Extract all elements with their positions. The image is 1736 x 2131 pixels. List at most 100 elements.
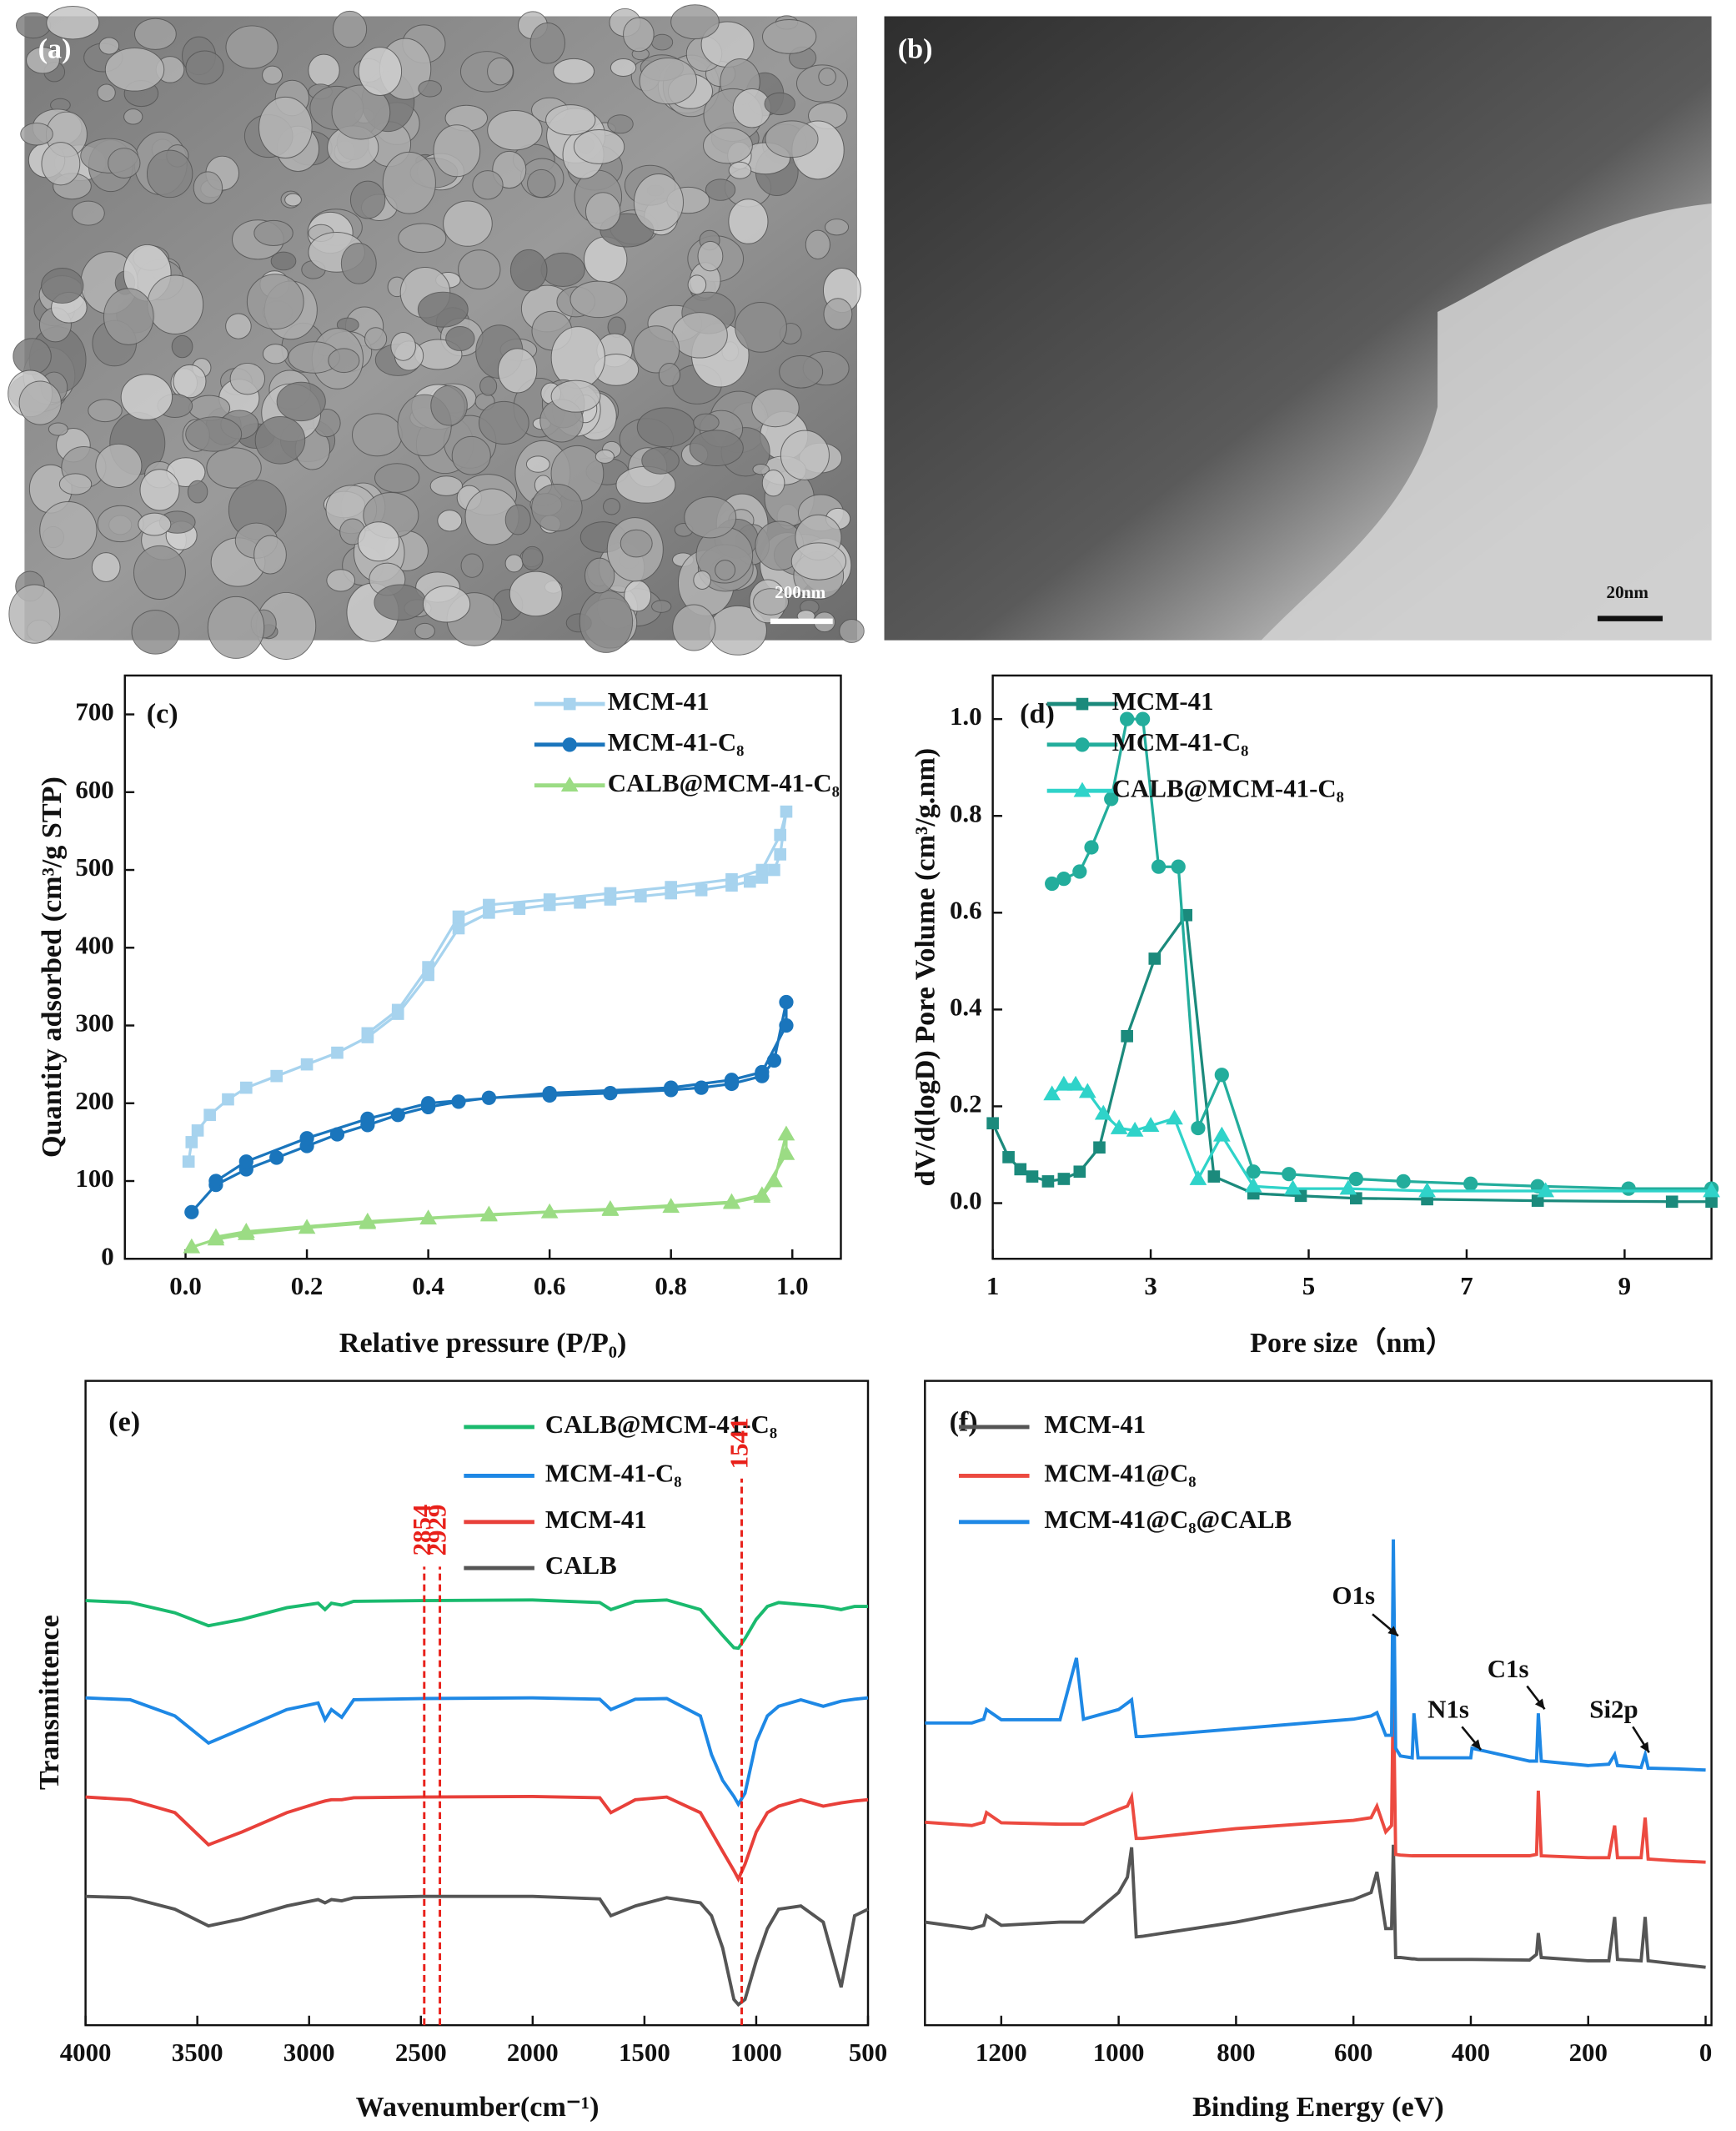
sem-particle (764, 92, 795, 116)
marker (1171, 859, 1186, 874)
marker (635, 890, 647, 903)
sem-particle (146, 149, 193, 199)
annotation-arrowhead (1387, 1626, 1398, 1636)
marker (1056, 872, 1071, 887)
marker (222, 1093, 234, 1106)
x-tick-label: 2000 (507, 2038, 559, 2067)
sem-particle (697, 240, 724, 272)
x-tick-label: 0.2 (291, 1271, 324, 1300)
sem-particle (120, 374, 173, 420)
panel-label: (e) (108, 1407, 140, 1438)
annotation-label: C1s (1488, 1654, 1529, 1683)
sem-particle (171, 334, 193, 359)
marker (1348, 1171, 1363, 1187)
sem-particle (398, 223, 447, 254)
sem-particle (417, 291, 469, 328)
y-tick-label: 200 (75, 1086, 113, 1115)
marker (237, 1223, 255, 1238)
sem-particle (703, 127, 753, 164)
sem-particle (839, 619, 865, 643)
y-tick-label: 0.8 (950, 798, 982, 827)
x-tick-label: 0.0 (169, 1271, 202, 1300)
marker (743, 875, 756, 888)
sem-particle (672, 604, 716, 651)
x-tick-label: 1 (986, 1271, 999, 1300)
marker (270, 1069, 283, 1083)
sem-particle (95, 443, 143, 488)
marker (359, 1212, 377, 1228)
marker (1282, 1167, 1297, 1182)
sem-particle (187, 480, 208, 504)
sem-particle (504, 554, 524, 573)
sem-particle (780, 430, 830, 480)
sem-particle (779, 354, 824, 389)
x-axis-label: Wavenumber(cm⁻¹) (356, 2092, 600, 2123)
marker (755, 1064, 770, 1080)
marker (1073, 1165, 1086, 1179)
marker (1284, 1179, 1302, 1195)
marker (766, 1053, 782, 1068)
marker (662, 1198, 680, 1214)
marker (1191, 1120, 1206, 1136)
sem-particle (805, 229, 830, 259)
sem-particle (623, 17, 655, 53)
marker (540, 1203, 559, 1219)
sem-particle (497, 348, 538, 394)
marker (774, 848, 787, 861)
sem-particle (550, 379, 601, 413)
sem-particle (374, 584, 427, 621)
marker (562, 737, 577, 752)
marker (779, 1018, 794, 1033)
chart: 1 3 5 7 90.00.20.40.60.81.0 (d)Pore size（nm）d… (910, 674, 1720, 1359)
x-tick-label: 3500 (172, 2038, 223, 2067)
sem-particle (728, 161, 752, 179)
sem-particle (479, 400, 529, 445)
sem-particle (328, 348, 360, 374)
sem-particle (349, 180, 386, 219)
annotation-label: 2854 (407, 1505, 436, 1556)
sem-texture (8, 4, 865, 660)
sem-particle (262, 65, 283, 85)
y-tick-label: 0.6 (950, 895, 982, 924)
plot-frame (991, 674, 1713, 1260)
sem-particle (687, 274, 707, 295)
marker (724, 1073, 740, 1088)
x-tick-label: 9 (1618, 1271, 1631, 1300)
marker (185, 1136, 198, 1148)
chart: 4000 3500 3000 2500 2000 1500 1000 500 (e) Wavenu… (34, 1380, 887, 2123)
marker (1110, 1118, 1128, 1134)
sem-particle (173, 364, 207, 399)
x-axis-label: Relative pressure (P/P₀) (339, 1328, 627, 1359)
sem-particle (443, 200, 493, 247)
x-tick-label: 3 (1144, 1271, 1156, 1300)
x-tick-label: 2500 (395, 2038, 447, 2067)
sem-particle (88, 399, 123, 423)
sem-particle (525, 455, 550, 473)
x-tick-label: 800 (1217, 2038, 1255, 2067)
sem-particle (531, 483, 583, 532)
plot-frame (924, 1380, 1713, 2027)
marker (1396, 1174, 1411, 1189)
marker (1076, 697, 1089, 711)
sem-particle (207, 596, 265, 659)
sem-particle (487, 110, 543, 151)
marker (725, 872, 738, 886)
marker (300, 1058, 314, 1071)
y-tick-label: 0 (101, 1241, 113, 1270)
marker (1026, 1170, 1039, 1183)
marker (1135, 711, 1151, 726)
marker (182, 1155, 195, 1169)
sem-particle (422, 586, 471, 623)
series-line (925, 1539, 1706, 1772)
marker (1066, 1075, 1085, 1091)
marker (419, 1209, 437, 1225)
sem-particle (13, 338, 52, 375)
marker (1072, 864, 1087, 879)
sem-particle (358, 47, 403, 96)
y-axis-label: dV/d(logD) Pore Volume (cm³/g.nm) (910, 748, 941, 1186)
sem-particle (585, 192, 621, 231)
sem-image: (a) 200nm (8, 4, 865, 660)
x-tick-label: 3000 (283, 2038, 335, 2067)
sem-particle (225, 313, 252, 339)
sem-particle (472, 170, 504, 200)
